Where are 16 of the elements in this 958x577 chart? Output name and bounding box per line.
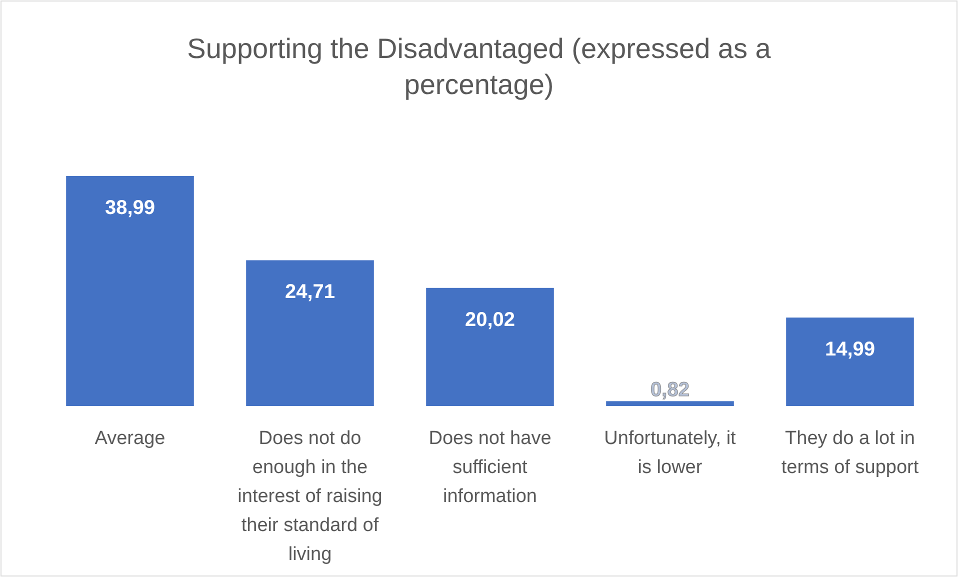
x-tick-label: Unfortunately, it is lower	[604, 428, 737, 478]
bar	[786, 318, 914, 406]
bar	[66, 176, 194, 406]
data-label: 14,99	[824, 338, 876, 361]
x-tick-label: Does not have sufficient information	[428, 428, 552, 507]
data-label: 24,71	[284, 281, 336, 304]
data-label: 38,99	[104, 197, 156, 219]
x-tick-label: Average	[94, 428, 166, 449]
data-label: 20,02	[464, 308, 516, 331]
x-tick-label: Does not do enough in the interest of raising their standard of living	[238, 428, 382, 565]
bar	[246, 260, 374, 406]
data-label: 0,82	[650, 379, 690, 401]
x-tick-label: They do a lot in terms of support	[781, 428, 920, 478]
bar	[426, 288, 554, 406]
chart-title: Supporting the Disadvantaged (expressed as a percentage)	[187, 33, 772, 100]
bar	[606, 401, 734, 406]
